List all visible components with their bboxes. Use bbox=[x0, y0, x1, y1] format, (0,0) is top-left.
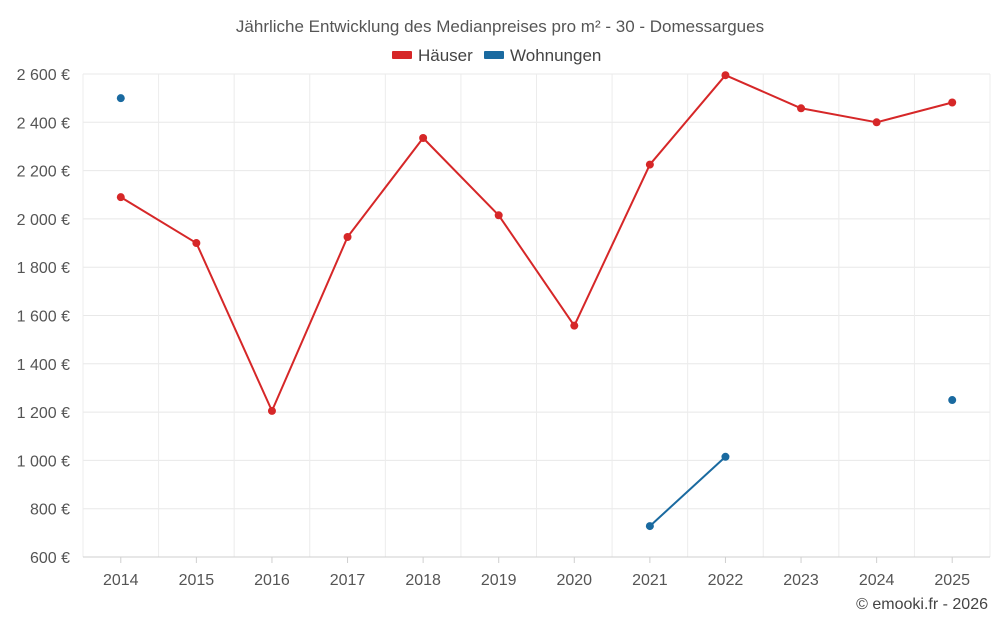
x-tick-label: 2015 bbox=[179, 572, 215, 589]
y-tick-label: 1 000 € bbox=[17, 453, 70, 470]
grid bbox=[82, 73, 991, 557]
chart-title: Jährliche Entwicklung des Medianpreises … bbox=[236, 17, 764, 36]
legend-swatch-haeuser bbox=[392, 51, 412, 59]
y-tick-label: 2 400 € bbox=[17, 115, 70, 132]
legend-swatch-wohnungen bbox=[484, 51, 504, 59]
data-point[interactable] bbox=[948, 396, 957, 405]
legend-item-haeuser[interactable]: Häuser bbox=[392, 46, 473, 65]
y-tick-label: 600 € bbox=[30, 550, 70, 567]
y-tick-label: 2 200 € bbox=[17, 164, 70, 181]
data-point[interactable] bbox=[419, 133, 428, 142]
x-tick-label: 2023 bbox=[783, 572, 819, 589]
x-tick-label: 2025 bbox=[934, 572, 970, 589]
data-point[interactable] bbox=[797, 104, 806, 113]
x-tick-label: 2016 bbox=[254, 572, 290, 589]
data-point[interactable] bbox=[872, 118, 881, 127]
data-point[interactable] bbox=[721, 452, 730, 461]
x-tick-label: 2018 bbox=[405, 572, 441, 589]
x-tick-label: 2024 bbox=[859, 572, 895, 589]
x-axis: 2014 2015 2016 2017 2018 2019 2020 2021 2022 2023… bbox=[83, 556, 990, 589]
data-point[interactable] bbox=[570, 321, 579, 330]
series-line bbox=[649, 456, 727, 527]
x-tick-label: 2020 bbox=[556, 572, 592, 589]
data-point[interactable] bbox=[948, 98, 957, 107]
data-point[interactable] bbox=[116, 193, 125, 202]
y-tick-label: 1 200 € bbox=[17, 405, 70, 422]
legend-label-haeuser: Häuser bbox=[418, 46, 473, 65]
data-point[interactable] bbox=[116, 94, 125, 103]
data-point[interactable] bbox=[192, 239, 201, 248]
legend-item-wohnungen[interactable]: Wohnungen bbox=[484, 46, 601, 65]
series-wohnungen bbox=[116, 94, 957, 531]
data-point[interactable] bbox=[267, 406, 276, 415]
y-tick-label: 1 400 € bbox=[17, 357, 70, 374]
legend-label-wohnungen: Wohnungen bbox=[510, 46, 601, 65]
series-line bbox=[120, 74, 953, 412]
series-haeuser bbox=[116, 71, 957, 415]
data-point[interactable] bbox=[494, 211, 503, 220]
x-tick-label: 2019 bbox=[481, 572, 517, 589]
legend: Häuser Wohnungen bbox=[392, 46, 601, 65]
x-tick-label: 2021 bbox=[632, 572, 668, 589]
data-point[interactable] bbox=[645, 160, 654, 169]
x-tick-label: 2017 bbox=[330, 572, 366, 589]
y-tick-label: 1 800 € bbox=[17, 260, 70, 277]
data-point[interactable] bbox=[721, 71, 730, 80]
y-axis: 600 € 800 € 1 000 € 1 200 € 1 400 € 1 600 € 1 … bbox=[17, 67, 70, 567]
x-tick-label: 2022 bbox=[708, 572, 744, 589]
y-tick-label: 2 000 € bbox=[17, 212, 70, 229]
y-tick-label: 2 600 € bbox=[17, 67, 70, 84]
x-tick-label: 2014 bbox=[103, 572, 139, 589]
credit: © emooki.fr - 2026 bbox=[856, 596, 988, 613]
series-layer bbox=[116, 71, 957, 531]
y-tick-label: 1 600 € bbox=[17, 309, 70, 326]
data-point[interactable] bbox=[645, 522, 654, 531]
y-tick-label: 800 € bbox=[30, 502, 70, 519]
data-point[interactable] bbox=[343, 233, 352, 242]
